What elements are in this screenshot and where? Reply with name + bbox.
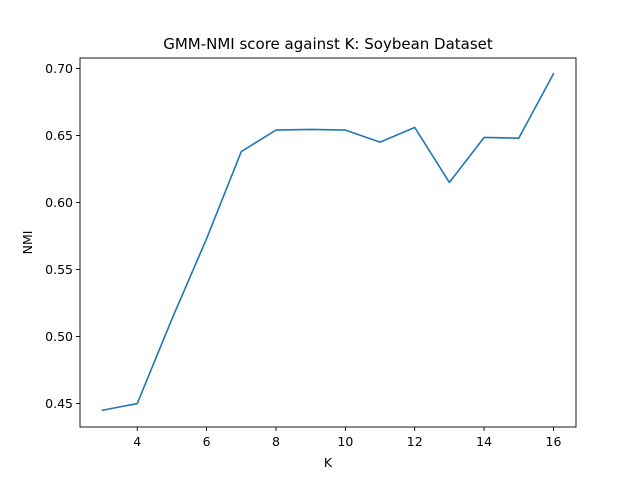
plot-area — [79, 57, 577, 428]
y-tick-label: 0.70 — [45, 61, 73, 76]
x-tick-label: 14 — [476, 434, 492, 449]
x-axis: 4 6 8 10 12 14 16 — [133, 427, 561, 449]
x-tick-label: 4 — [133, 434, 141, 449]
x-axis-label: K — [324, 455, 333, 470]
x-tick-label: 16 — [546, 434, 562, 449]
axes-frame — [79, 57, 577, 428]
y-tick-label: 0.45 — [45, 396, 73, 411]
y-tick-label: 0.55 — [45, 262, 73, 277]
y-tick-label: 0.50 — [45, 329, 73, 344]
chart-title: GMM-NMI score against K: Soybean Dataset — [163, 35, 493, 53]
y-axis: 0.45 0.50 0.55 0.60 0.65 0.70 — [45, 61, 80, 411]
x-tick-label: 6 — [203, 434, 211, 449]
y-tick-label: 0.65 — [45, 128, 73, 143]
x-tick-label: 12 — [407, 434, 423, 449]
y-axis-label: NMI — [20, 231, 35, 255]
y-tick-label: 0.60 — [45, 195, 73, 210]
x-tick-label: 10 — [337, 434, 353, 449]
series-line — [101, 72, 555, 412]
x-tick-label: 8 — [272, 434, 280, 449]
